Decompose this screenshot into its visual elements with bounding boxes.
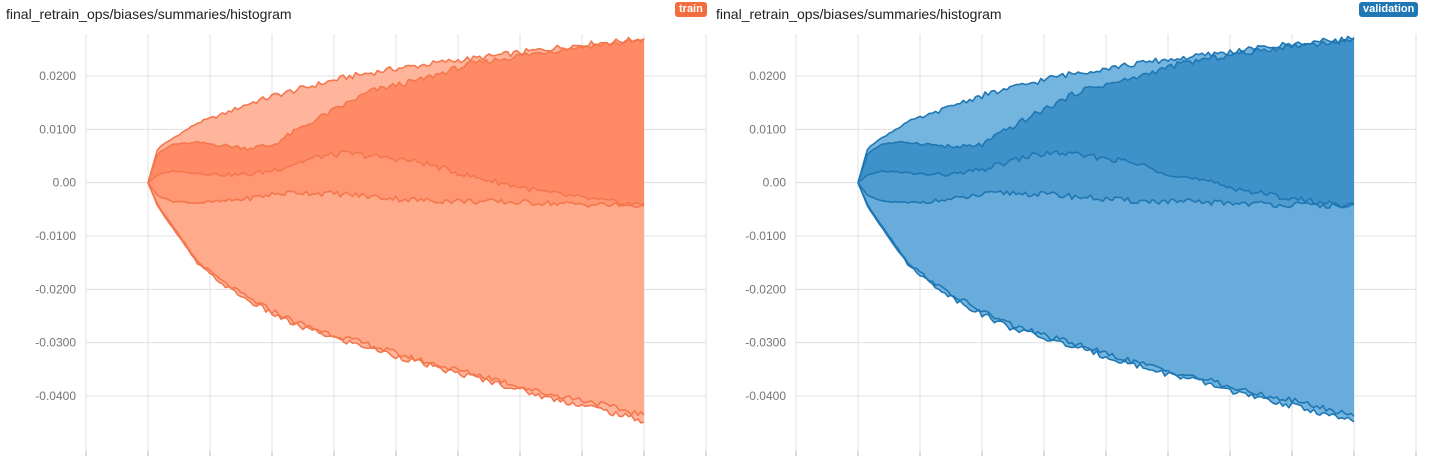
- percentile-line: [147, 150, 645, 207]
- histogram-chart-validation: 0.0200 0.0100 0.00 -0.0100 -0.0200 -0.0300 -0.…: [745, 34, 1417, 456]
- y-tick-label: 0.0100: [749, 122, 786, 136]
- chart-title: final_retrain_ops/biases/summaries/histo…: [6, 6, 292, 22]
- y-tick-label: 0.0200: [749, 69, 786, 83]
- y-tick-label: -0.0400: [35, 389, 76, 403]
- y-tick-label: -0.0400: [745, 389, 786, 403]
- histogram-panel-validation: 0.0200 0.0100 0.00 -0.0100 -0.0200 -0.0300 -0.…: [710, 0, 1420, 457]
- percentile-line: [147, 36, 645, 183]
- y-tick-label: -0.0200: [745, 282, 786, 296]
- run-badge-validation: validation: [1359, 2, 1419, 17]
- y-tick-label: 0.0200: [39, 69, 76, 83]
- percentile-line: [857, 182, 1355, 417]
- percentile-line: [857, 150, 1355, 209]
- y-tick-label: -0.0100: [745, 229, 786, 243]
- y-tick-label: -0.0300: [35, 336, 76, 350]
- run-badge-train: train: [675, 2, 707, 17]
- y-tick-label: 0.0100: [39, 122, 76, 136]
- percentile-line: [857, 182, 1355, 209]
- histogram-band-center: [148, 151, 644, 208]
- percentile-line: [147, 182, 645, 424]
- percentile-line: [857, 35, 1355, 183]
- percentile-line: [857, 37, 1355, 183]
- histogram-band-inner: [858, 37, 1354, 208]
- y-tick-label: 0.00: [53, 176, 77, 190]
- y-tick-label: -0.0200: [35, 282, 76, 296]
- percentile-line: [147, 182, 645, 208]
- histogram-chart-train: 0.0200 0.0100 0.00 -0.0100 -0.0200 -0.0300 -0.…: [35, 34, 707, 456]
- histogram-band-inner: [148, 39, 644, 206]
- percentile-line: [147, 38, 645, 183]
- y-tick-label: -0.0100: [35, 229, 76, 243]
- histogram-band-center: [858, 150, 1354, 209]
- y-tick-label: 0.00: [763, 176, 787, 190]
- histogram-panel-train: 0.0200 0.0100 0.00 -0.0100 -0.0200 -0.0300 -0.…: [0, 0, 710, 457]
- y-tick-label: -0.0300: [745, 336, 786, 350]
- percentile-line: [857, 182, 1355, 423]
- chart-title: final_retrain_ops/biases/summaries/histo…: [716, 6, 1002, 22]
